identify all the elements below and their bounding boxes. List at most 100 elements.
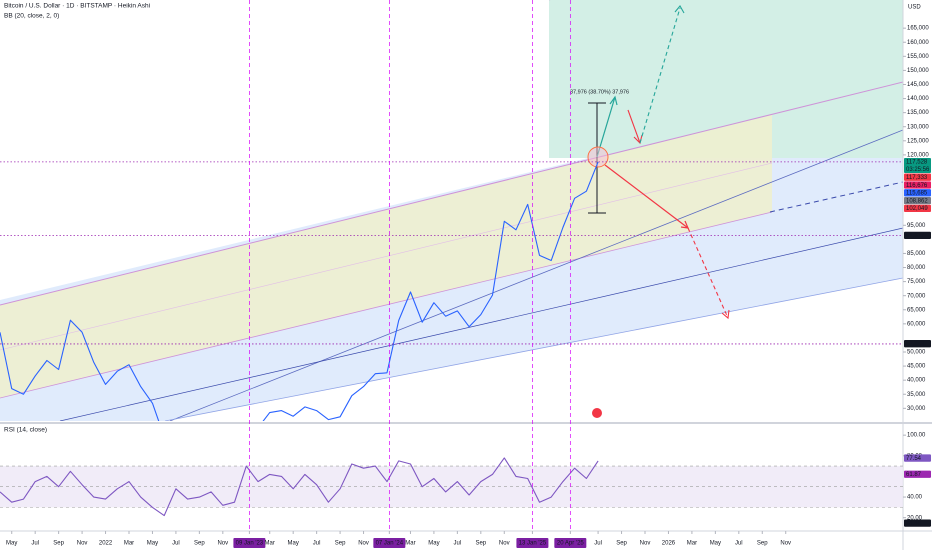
price-tag-label: 91,317 [906,233,925,239]
arrow-pullback [627,109,641,144]
x-tick-label: Mar [124,541,134,547]
countdown: 03:25:56 [906,167,930,173]
price-tag-label: 115,685 [906,191,928,197]
chart-title: Bitcoin / U.S. Dollar · 1D · BITSTAMP · … [4,3,150,10]
date-highlight [233,538,266,548]
x-tick-label: Jul [172,541,180,547]
x-tick-label: May [288,541,299,547]
price-tag [904,173,931,181]
y-tick-label: 130,000 [907,124,929,130]
y-tick-label: 60,000 [907,321,926,327]
date-highlight [516,538,549,548]
trend-extension [769,181,903,213]
x-tick-label: May [147,541,158,547]
indicator-label: BB (20, close, 2, 0) [4,13,59,20]
x-tick-label: Sep [53,541,64,547]
y-tick-label: 40,000 [907,378,926,384]
x-tick-label: Sep [475,541,486,547]
y-tick-label: 20.00 [907,515,923,521]
arrow-down [604,164,689,229]
x-tick-label: Nov [640,541,651,547]
price-tag [904,157,931,174]
price-tag-label: 52,863 [906,342,925,348]
price-tag [904,231,931,240]
y-tick-label: 125,000 [907,138,929,144]
price-tag [904,340,931,348]
x-tick-label: Mar [687,541,697,547]
y-tick-label: 85,000 [907,251,926,257]
price-tag [904,519,931,527]
y-tick-label: 135,000 [907,110,929,116]
y-tick-label: 40.00 [907,495,923,501]
x-tick-label: 20 Apr '25 [557,541,584,547]
price-tag-label: 108,862 [906,198,928,204]
x-tick-label: Mar [405,541,415,547]
event-icon[interactable] [592,408,602,418]
x-tick-label: May [428,541,439,547]
arrow-target [639,7,681,144]
y-tick-label: 45,000 [907,364,926,370]
drawings [0,0,903,421]
date-highlight [373,538,406,548]
arrow-head [721,309,730,320]
x-tick-label: May [710,541,721,547]
price-tag [904,470,931,478]
x-tick-label: Sep [335,541,346,547]
y-tick-label: 120,000 [907,152,929,158]
x-tick-label: Nov [77,541,88,547]
x-tick-label: Mar [265,541,275,547]
y-tick-label: 75,000 [907,279,926,285]
x-tick-label: May [6,541,17,547]
price-pane [0,161,599,421]
channel-top [0,81,903,306]
x-tick-label: 09 Jan '23 [236,541,264,547]
price-tag-label: 102,049 [906,206,928,212]
x-tick-label: Jul [454,541,462,547]
rsi-pane [0,457,903,517]
series-line [0,457,599,517]
x-tick-label: Jul [313,541,321,547]
y-tick-label: 65,000 [907,307,926,313]
breakout-circle [587,146,609,168]
y-axis-label: USD [908,5,921,11]
y-tick-label: 80,000 [907,265,926,271]
date-highlight [554,538,587,548]
x-tick-label: Nov [217,541,228,547]
arrow-down-dashed [687,227,729,319]
price-tag-label: 117,528 [906,159,928,165]
x-tick-label: Nov [780,541,791,547]
price-tag [904,189,931,197]
arrow-head [674,5,685,14]
x-tick-label: Nov [358,541,369,547]
y-tick-label: 70,000 [907,293,926,299]
y-tick-label: 50,000 [907,350,926,356]
x-tick-label: 07 Jan '24 [376,541,404,547]
price-tag-label: 116,676 [906,183,928,189]
y-tick-label: 150,000 [907,68,929,74]
price-tag [904,204,931,213]
price-tag-label: 61.87 [906,472,922,478]
x-tick-label: Jul [31,541,39,547]
trend-line-low [164,277,903,421]
x-tick-label: 13 Jan '25 [519,541,547,547]
x-tick-label: Sep [194,541,205,547]
x-tick-label: Nov [499,541,510,547]
y-tick-label: 145,000 [907,82,929,88]
price-tag [904,181,931,189]
x-tick-label: Jul [735,541,743,547]
price-tag-label: 77.54 [906,456,922,462]
x-tick-label: Sep [757,541,768,547]
price-tag-label: 117,333 [906,175,928,181]
channel-bottom [0,211,773,399]
series-line [0,161,599,421]
price-tag-label: 14.46 [906,521,922,527]
trend-line-2 [59,227,903,421]
y-tick-label: 95,000 [907,223,926,229]
measure-label: 37,976 (38.70%) 37,976 [570,89,629,95]
price-tag [904,454,931,462]
y-tick-label: 35,000 [907,392,926,398]
y-tick-label: 160,000 [907,40,929,46]
y-tick-label: 140,000 [907,96,929,102]
x-tick-label: Sep [616,541,627,547]
